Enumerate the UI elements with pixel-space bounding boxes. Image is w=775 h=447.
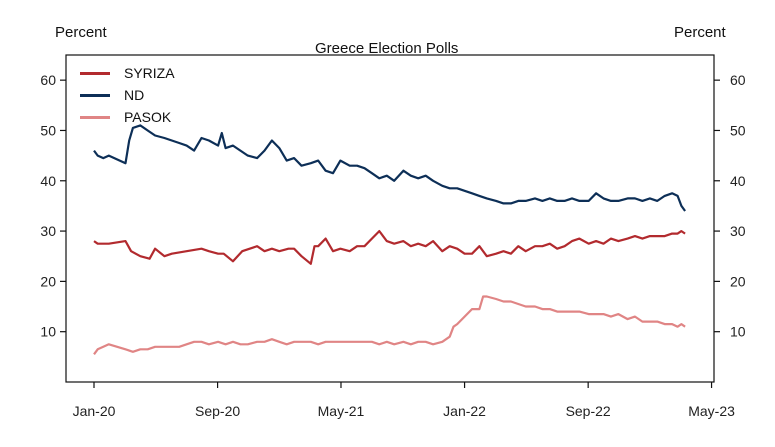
x-tick-label: Jan-20 (73, 403, 116, 419)
y-tick-label-left: 10 (40, 324, 56, 340)
series-line-nd (93, 124, 686, 212)
y-tick-label-left: 30 (40, 223, 56, 239)
x-tick-label: May-21 (318, 403, 365, 419)
legend-swatch-pasok (80, 115, 110, 119)
y-tick-label-right: 60 (730, 72, 746, 88)
x-tick-label: Sep-22 (566, 403, 611, 419)
y-tick-label-left: 40 (40, 173, 56, 189)
legend-swatch-nd (80, 93, 110, 97)
legend-item-syriza: SYRIZA (80, 62, 175, 84)
x-ticks: Jan-20 Sep-20 May-21 Jan-22 Sep-22 May-23 (73, 382, 735, 419)
y-tick-label-right: 20 (730, 273, 746, 289)
x-tick-label: May-23 (688, 403, 735, 419)
legend-label-nd: ND (124, 87, 145, 103)
y-tick-label-right: 40 (730, 173, 746, 189)
legend-item-nd: ND (80, 84, 175, 106)
plot-area (65, 54, 715, 383)
y-tick-label-right: 10 (730, 324, 746, 340)
x-tick-label: Jan-22 (443, 403, 486, 419)
chart-title: Greece Election Polls (315, 40, 459, 57)
legend-label-pasok: PASOK (124, 109, 172, 125)
y-axis-label-right: Percent (674, 24, 726, 41)
series-lines (93, 124, 686, 355)
y-tick-label-right: 50 (730, 122, 746, 138)
legend-item-pasok: PASOK (80, 106, 175, 128)
y-axis-label-left: Percent (55, 24, 107, 41)
y-ticks-left: 10 20 30 40 50 60 (40, 72, 66, 340)
legend-label-syriza: SYRIZA (124, 65, 175, 81)
legend-swatch-syriza (80, 71, 110, 75)
legend: SYRIZA ND PASOK (80, 62, 175, 128)
y-ticks-right: 10 20 30 40 50 60 (714, 72, 746, 340)
y-tick-label-left: 50 (40, 122, 56, 138)
series-line-syriza (93, 230, 686, 265)
y-tick-label-left: 60 (40, 72, 56, 88)
y-tick-label-left: 20 (40, 273, 56, 289)
x-tick-label: Sep-20 (195, 403, 240, 419)
series-line-pasok (93, 295, 686, 355)
y-tick-label-right: 30 (730, 223, 746, 239)
